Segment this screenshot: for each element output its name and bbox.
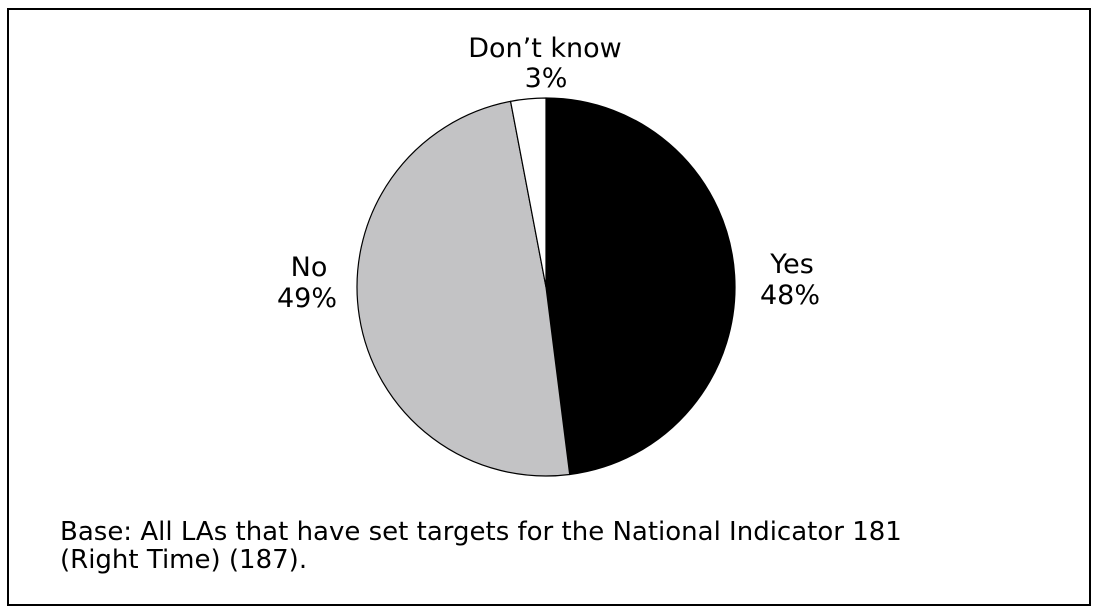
pie-slice-don-t-know (509, 97, 547, 288)
base-note-line1: Base: All LAs that have set targets for … (60, 517, 902, 547)
slice-label-yes: Yes 48% (760, 249, 820, 311)
slice-label-value: 48% (760, 280, 820, 311)
slice-label-value: 49% (277, 283, 337, 314)
slice-label-name: Don’t know (468, 33, 622, 64)
slice-label-name: Yes (769, 249, 814, 280)
pie-slices (356, 97, 736, 477)
slice-label-dont-know: Don’t know 3% (468, 33, 622, 94)
base-note-line2: (Right Time) (187). (60, 545, 308, 575)
slice-label-value: 3% (525, 63, 568, 94)
slice-label-no: No 49% (277, 252, 337, 314)
pie-slice-yes (545, 97, 736, 476)
slice-label-name: No (291, 252, 328, 283)
pie-slice-no (356, 100, 571, 477)
base-note: Base: All LAs that have set targets for … (60, 518, 1060, 574)
